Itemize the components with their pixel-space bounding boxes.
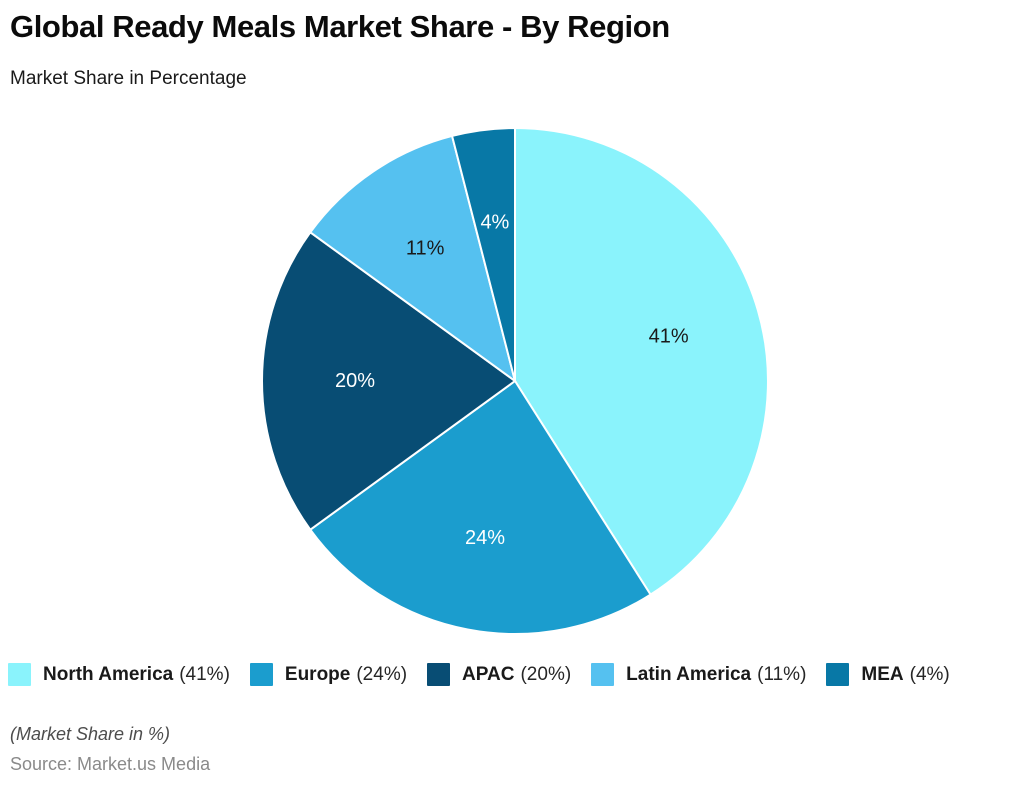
- legend-swatch-latin-america: [591, 663, 615, 686]
- pie-slice-apac: [261, 231, 516, 531]
- legend-swatch-north-america: [8, 663, 31, 686]
- pie-slice-label-apac: 20%: [335, 370, 375, 392]
- pie-slice-label-north-america: 41%: [649, 325, 689, 347]
- legend-name: Europe: [284, 663, 351, 685]
- pie-chart-svg: 41% 24% 20% 11% 4%: [261, 127, 769, 635]
- legend-swatch-apac: [427, 663, 451, 686]
- legend-item-north-america: North America (41%): [8, 663, 230, 686]
- legend-name: North America: [43, 663, 174, 685]
- pie-slice-north-america: [514, 127, 769, 596]
- legend-share: (20%): [520, 663, 572, 685]
- pie-slice-latin-america: [309, 134, 516, 382]
- legend-item-europe: Europe (24%): [249, 663, 408, 686]
- pie-slice-label-europe: 24%: [465, 527, 505, 549]
- source-credit: Source: Market.us Media: [10, 754, 211, 774]
- legend-item-latin-america: Latin America (11%): [591, 663, 806, 686]
- chart-subtitle: Market Share in Percentage: [10, 68, 247, 89]
- pie-slice-europe: [309, 380, 652, 635]
- legend-share: (41%): [179, 663, 230, 685]
- pie-chart-area: 41% 24% 20% 11% 4%: [0, 116, 1023, 641]
- pie-slice-label-mea: 4%: [480, 211, 509, 233]
- legend-swatch-mea: [826, 663, 850, 686]
- legend-name: MEA: [861, 663, 904, 685]
- chart-title: Global Ready Meals Market Share - By Reg…: [10, 9, 670, 44]
- pie-slice-label-latin-america: 11%: [406, 238, 445, 260]
- legend-share: (24%): [356, 663, 408, 685]
- legend-item-mea: MEA (4%): [826, 663, 950, 686]
- pie-slice-mea: [451, 127, 516, 382]
- legend-share: (4%): [909, 663, 950, 685]
- legend: North America (41%) Europe (24%) APAC (20%) La…: [8, 663, 950, 686]
- legend-swatch-europe: [249, 663, 273, 686]
- legend-item-apac: APAC (20%): [427, 663, 571, 686]
- legend-name: Latin America: [626, 663, 752, 685]
- chart-footnote: (Market Share in %): [10, 724, 171, 744]
- legend-share: (11%): [757, 663, 807, 685]
- legend-name: APAC: [462, 663, 515, 685]
